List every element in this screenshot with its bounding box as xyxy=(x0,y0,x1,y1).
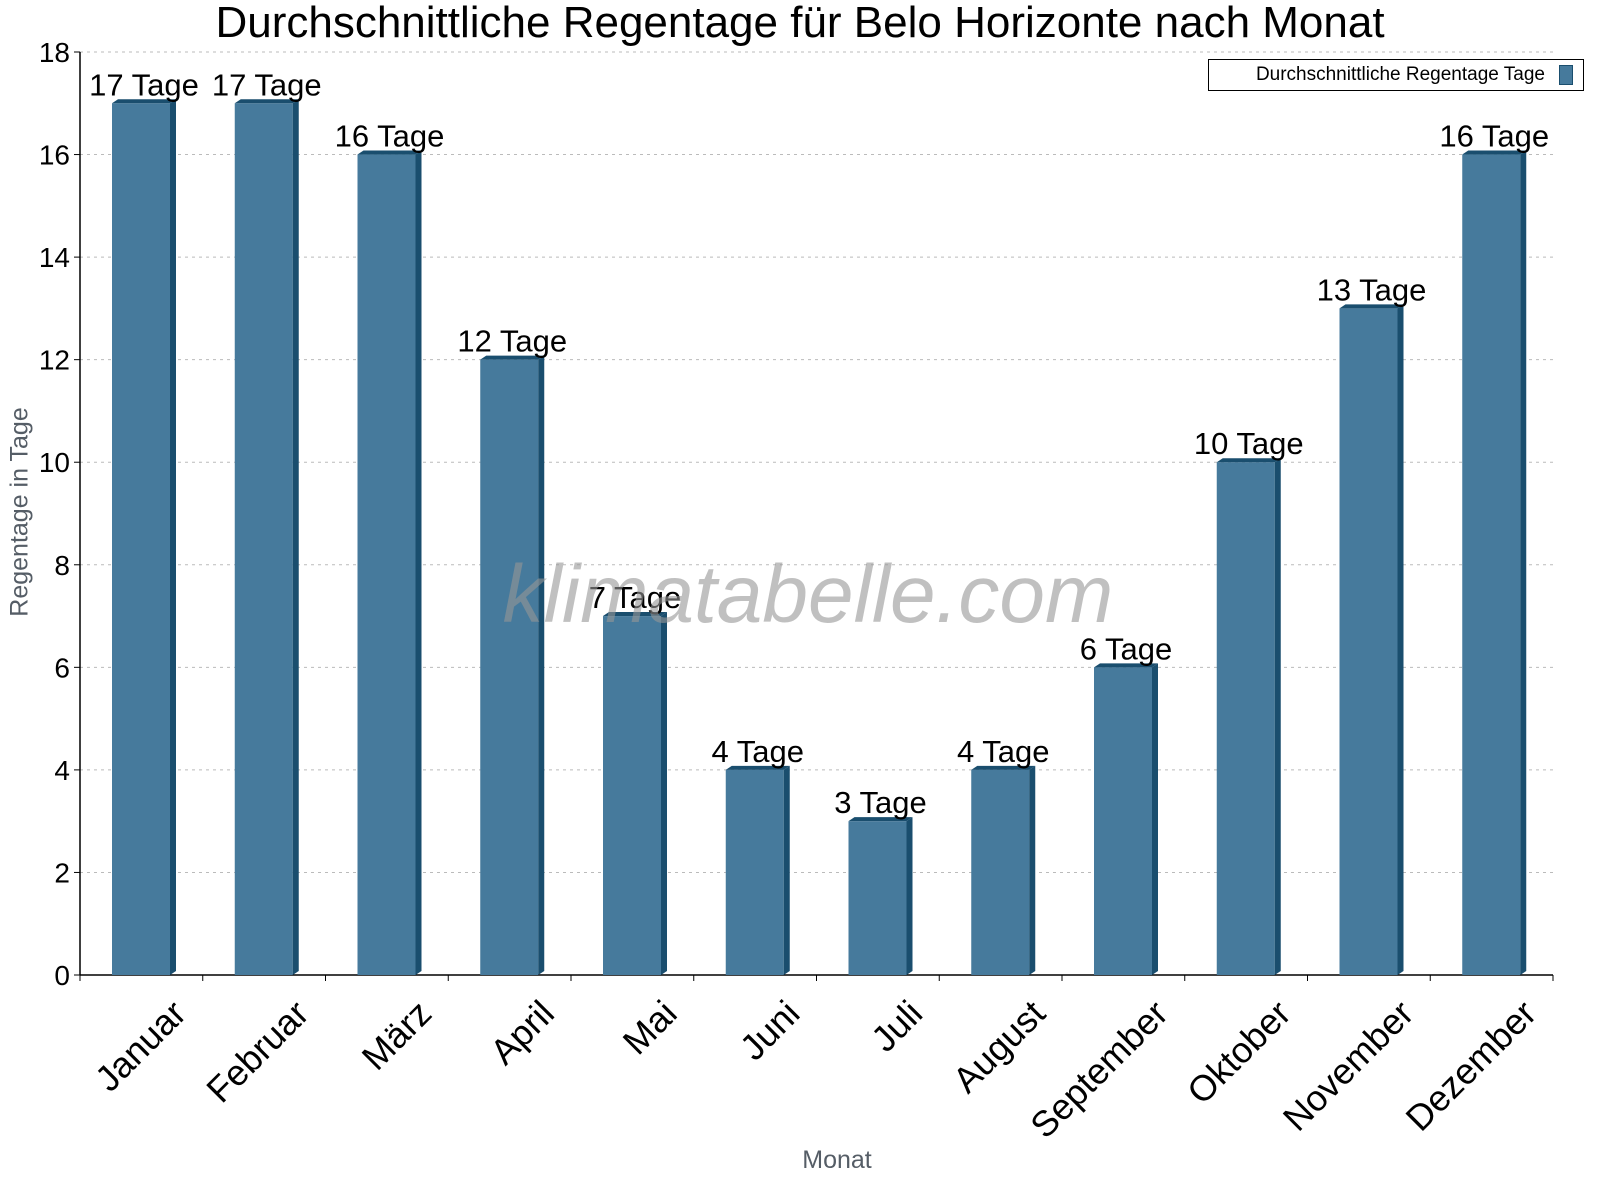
bar xyxy=(725,765,790,975)
data-label: 4 Tage xyxy=(711,734,804,769)
data-label: 4 Tage xyxy=(957,734,1050,769)
x-tick-label: November xyxy=(1275,992,1421,1138)
data-label: 6 Tage xyxy=(1080,631,1173,666)
bar xyxy=(848,817,913,975)
bar xyxy=(971,765,1036,975)
y-tick-label: 4 xyxy=(54,755,70,786)
x-tick-label: April xyxy=(482,992,562,1072)
data-label: 10 Tage xyxy=(1194,426,1304,461)
chart-title: Durchschnittliche Regentage für Belo Hor… xyxy=(215,0,1385,47)
legend-swatch xyxy=(1559,65,1573,85)
bar xyxy=(234,99,299,976)
bar xyxy=(1094,663,1158,975)
y-tick-label: 6 xyxy=(54,652,70,683)
x-tick-label: Juli xyxy=(863,992,930,1059)
y-axis-label: Regentage in Tage xyxy=(5,407,34,617)
y-tick-label: 8 xyxy=(54,550,70,581)
y-tick-label: 12 xyxy=(39,345,70,376)
x-axis-label: Monat xyxy=(802,1146,872,1174)
data-label: 17 Tage xyxy=(89,67,199,102)
data-label: 12 Tage xyxy=(457,324,567,359)
x-tick-label: August xyxy=(945,992,1053,1100)
data-label: 13 Tage xyxy=(1317,272,1427,307)
bar xyxy=(1462,150,1527,976)
y-tick-label: 0 xyxy=(54,960,70,991)
y-tick-label: 18 xyxy=(39,37,70,68)
x-tick-label: Dezember xyxy=(1398,992,1544,1138)
bar xyxy=(480,355,545,976)
bar xyxy=(1339,304,1404,975)
y-tick-label: 14 xyxy=(39,242,70,273)
x-tick-label: März xyxy=(354,992,440,1078)
y-tick-label: 16 xyxy=(39,140,70,171)
bar xyxy=(603,612,667,975)
legend-label: Durchschnittliche Regentage Tage xyxy=(1255,64,1545,85)
x-tick-label: Oktober xyxy=(1179,992,1299,1112)
x-tick-label: Februar xyxy=(198,992,316,1110)
y-tick-label: 2 xyxy=(54,857,70,888)
y-tick-label: 10 xyxy=(39,447,70,478)
legend: Durchschnittliche Regentage Tage xyxy=(1208,59,1584,91)
data-label: 7 Tage xyxy=(589,580,682,615)
x-tick-label: Mai xyxy=(615,992,685,1062)
data-label: 16 Tage xyxy=(335,119,445,154)
data-label: 17 Tage xyxy=(212,67,322,102)
bar xyxy=(357,150,422,976)
data-label: 16 Tage xyxy=(1439,119,1549,154)
x-tick-label: Juni xyxy=(732,992,808,1068)
x-tick-label: Januar xyxy=(87,992,194,1099)
data-label: 3 Tage xyxy=(834,785,927,820)
bar xyxy=(1216,458,1281,975)
bar xyxy=(112,99,176,976)
